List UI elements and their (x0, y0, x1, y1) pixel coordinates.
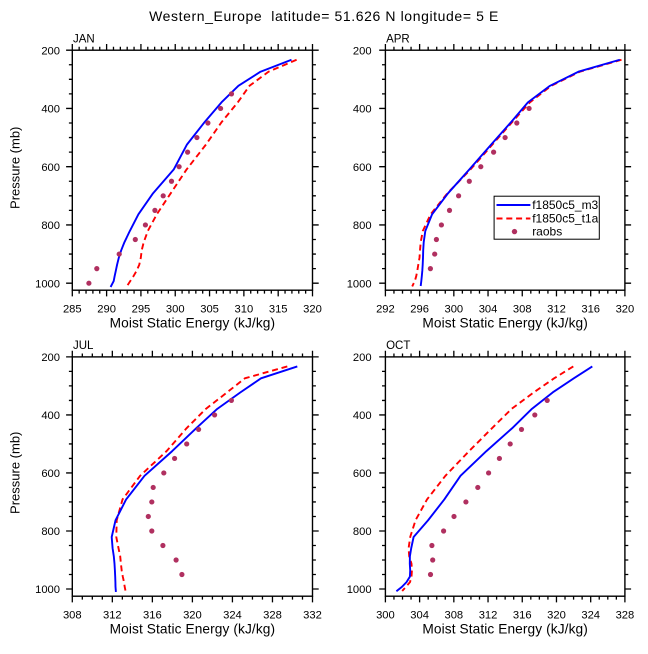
svg-text:312: 312 (479, 610, 498, 622)
svg-text:296: 296 (410, 304, 429, 316)
svg-text:308: 308 (444, 610, 463, 622)
svg-text:800: 800 (41, 220, 60, 232)
svg-text:1000: 1000 (35, 584, 60, 596)
svg-text:320: 320 (547, 610, 566, 622)
svg-text:Moist Static Energy (kJ/kg): Moist Static Energy (kJ/kg) (110, 622, 275, 637)
svg-text:316: 316 (581, 304, 600, 316)
svg-text:295: 295 (132, 304, 151, 316)
svg-text:Pressure (mb): Pressure (mb) (8, 432, 23, 514)
svg-text:312: 312 (103, 610, 122, 622)
svg-text:328: 328 (616, 610, 635, 622)
svg-text:316: 316 (513, 610, 532, 622)
svg-text:292: 292 (376, 304, 395, 316)
svg-text:f1850c5_m3: f1850c5_m3 (532, 198, 598, 212)
svg-text:Moist Static Energy (kJ/kg): Moist Static Energy (kJ/kg) (110, 316, 275, 331)
svg-text:600: 600 (353, 162, 372, 174)
svg-text:f1850c5_t1a: f1850c5_t1a (532, 212, 598, 226)
svg-text:1000: 1000 (347, 584, 372, 596)
svg-text:300: 300 (444, 304, 463, 316)
svg-text:APR: APR (386, 33, 410, 45)
svg-text:200: 200 (353, 45, 372, 57)
svg-text:800: 800 (41, 526, 60, 538)
svg-text:200: 200 (353, 352, 372, 364)
svg-text:305: 305 (200, 304, 219, 316)
svg-text:324: 324 (581, 610, 600, 622)
svg-text:Pressure (mb): Pressure (mb) (8, 127, 23, 209)
svg-text:320: 320 (303, 304, 322, 316)
svg-text:320: 320 (183, 610, 202, 622)
svg-text:1000: 1000 (35, 278, 60, 290)
svg-text:320: 320 (616, 304, 635, 316)
svg-text:285: 285 (63, 304, 82, 316)
svg-text:315: 315 (269, 304, 288, 316)
svg-text:400: 400 (353, 410, 372, 422)
svg-text:316: 316 (143, 610, 162, 622)
svg-text:300: 300 (376, 610, 395, 622)
svg-text:312: 312 (547, 304, 566, 316)
svg-text:332: 332 (303, 610, 322, 622)
svg-text:400: 400 (353, 104, 372, 116)
svg-text:304: 304 (410, 610, 429, 622)
svg-text:JAN: JAN (73, 33, 95, 45)
svg-text:310: 310 (235, 304, 254, 316)
svg-text:200: 200 (41, 352, 60, 364)
svg-text:Moist Static Energy (kJ/kg): Moist Static Energy (kJ/kg) (422, 316, 587, 331)
svg-text:Western_Europe latitude= 51.6: Western_Europe latitude= 51.626 N longit… (149, 8, 499, 24)
svg-text:290: 290 (97, 304, 116, 316)
svg-text:328: 328 (263, 610, 282, 622)
svg-text:308: 308 (63, 610, 82, 622)
svg-text:Moist Static Energy (kJ/kg): Moist Static Energy (kJ/kg) (422, 622, 587, 637)
svg-text:800: 800 (353, 526, 372, 538)
svg-text:304: 304 (479, 304, 498, 316)
svg-text:324: 324 (223, 610, 242, 622)
svg-text:308: 308 (513, 304, 532, 316)
svg-text:JUL: JUL (73, 340, 94, 352)
svg-text:800: 800 (353, 220, 372, 232)
svg-text:600: 600 (41, 468, 60, 480)
svg-text:600: 600 (353, 468, 372, 480)
svg-text:400: 400 (41, 104, 60, 116)
svg-text:200: 200 (41, 45, 60, 57)
svg-text:1000: 1000 (347, 278, 372, 290)
svg-text:400: 400 (41, 410, 60, 422)
svg-text:300: 300 (166, 304, 185, 316)
svg-text:600: 600 (41, 162, 60, 174)
svg-text:raobs: raobs (532, 225, 562, 239)
svg-text:OCT: OCT (386, 340, 410, 352)
